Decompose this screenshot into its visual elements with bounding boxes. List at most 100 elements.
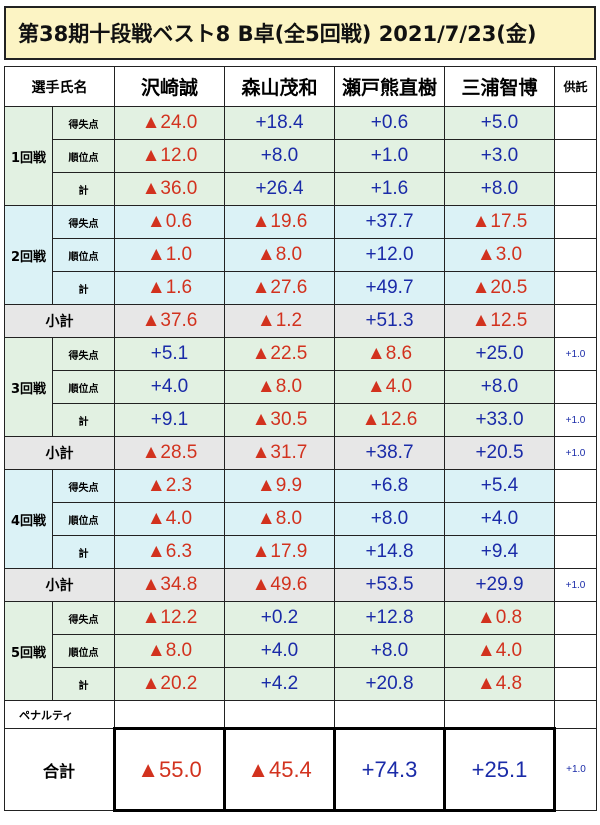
score-cell: +12.0: [334, 238, 445, 272]
score-cell: +25.0: [444, 337, 555, 371]
score-cell: ▲2.3: [114, 469, 225, 503]
score-cell: +4.0: [444, 502, 555, 536]
score-cell: +4.0: [224, 634, 335, 668]
score-cell: ▲8.0: [114, 634, 225, 668]
score-cell: ▲36.0: [114, 172, 225, 206]
round-4-points-row: 4回戦 得失点 ▲2.3 ▲9.9 +6.8 +5.4: [4, 469, 597, 569]
subtotal-label: 小計: [4, 568, 115, 602]
player-name-label: 選手氏名: [4, 66, 115, 107]
grand-total-label: 合計: [4, 728, 115, 811]
item-label: 順位点: [52, 238, 115, 272]
page-title: 第38期十段戦ベスト8 B卓(全5回戦) 2021/7/23(金): [4, 6, 596, 60]
item-label: 順位点: [52, 634, 115, 668]
subtotal-cell: +53.5: [334, 568, 445, 602]
round-2-total-row: 計 ▲1.6 ▲27.6 +49.7 ▲20.5: [5, 271, 597, 305]
score-cell: +5.4: [444, 469, 555, 503]
subtotal-cell: +51.3: [334, 304, 445, 338]
item-label: 順位点: [52, 139, 115, 173]
deposit-cell: [554, 601, 597, 635]
round-label: 4回戦: [4, 469, 53, 569]
score-cell: ▲27.6: [224, 271, 335, 305]
item-label: 計: [52, 271, 115, 305]
score-cell: ▲6.3: [114, 535, 225, 569]
penalty-cell: [444, 700, 555, 729]
score-cell: ▲22.5: [224, 337, 335, 371]
deposit-cell: [554, 238, 597, 272]
item-label: 計: [52, 535, 115, 569]
score-cell: ▲8.6: [334, 337, 445, 371]
header-row: 選手氏名 沢崎誠 森山茂和 瀬戸熊直樹 三浦智博 供託: [4, 66, 597, 107]
round-2-rank-row: 順位点 ▲1.0 ▲8.0 +12.0 ▲3.0: [5, 238, 597, 272]
round-label: 5回戦: [4, 601, 53, 701]
score-cell: +0.6: [334, 106, 445, 140]
score-cell: ▲12.0: [114, 139, 225, 173]
deposit-cell: [554, 634, 597, 668]
round-1-rank-row: 順位点 ▲12.0 +8.0 +1.0 +3.0: [5, 139, 597, 173]
score-cell: ▲4.8: [444, 667, 555, 701]
grand-total-cell: ▲55.0: [113, 727, 226, 812]
grand-total-cell: +74.3: [333, 727, 446, 812]
subtotal-cell: ▲34.8: [114, 568, 225, 602]
score-cell: ▲0.8: [444, 601, 555, 635]
score-cell: +8.0: [334, 634, 445, 668]
grand-total-cell: ▲45.4: [223, 727, 336, 812]
score-cell: +49.7: [334, 271, 445, 305]
round-3-points-row: 3回戦 得失点 +5.1 ▲22.5 ▲8.6 +25.0 +1.0: [4, 337, 597, 437]
deposit-cell: [554, 139, 597, 173]
round-label: 1回戦: [4, 106, 53, 206]
score-cell: ▲4.0: [114, 502, 225, 536]
item-label: 順位点: [52, 502, 115, 536]
deposit-label: 供託: [554, 66, 597, 107]
score-cell: ▲17.9: [224, 535, 335, 569]
score-cell: +5.1: [114, 337, 225, 371]
subtotal-cell: +20.5: [444, 436, 555, 470]
item-label: 得失点: [52, 106, 115, 140]
deposit-cell: +1.0: [554, 728, 597, 811]
score-cell: +4.0: [114, 370, 225, 404]
subtotal-cell: +38.7: [334, 436, 445, 470]
item-label: 計: [52, 403, 115, 437]
score-cell: +5.0: [444, 106, 555, 140]
player-name: 瀬戸熊直樹: [334, 66, 445, 107]
score-cell: ▲19.6: [224, 205, 335, 239]
score-cell: +12.8: [334, 601, 445, 635]
deposit-cell: [554, 667, 597, 701]
score-cell: +18.4: [224, 106, 335, 140]
score-cell: +8.0: [444, 370, 555, 404]
round-1-points-row: 1回戦 得失点 ▲24.0 +18.4 +0.6 +5.0: [4, 106, 597, 206]
score-cell: +26.4: [224, 172, 335, 206]
deposit-cell: +1.0: [554, 403, 597, 437]
grand-total-row: 合計 ▲55.0 ▲45.4 +74.3 +25.1 +1.0: [4, 727, 597, 812]
score-table: 選手氏名 沢崎誠 森山茂和 瀬戸熊直樹 三浦智博 供託 1回戦 得失点 ▲24.0 +…: [4, 66, 597, 812]
score-cell: ▲24.0: [114, 106, 225, 140]
round-3-rank-row: 順位点 +4.0 ▲8.0 ▲4.0 +8.0: [5, 370, 597, 404]
score-cell: +8.0: [334, 502, 445, 536]
round-3-total-row: 計 +9.1 ▲30.5 ▲12.6 +33.0 +1.0: [5, 403, 597, 437]
score-cell: ▲4.0: [334, 370, 445, 404]
score-cell: +8.0: [224, 139, 335, 173]
score-cell: +6.8: [334, 469, 445, 503]
score-cell: +0.2: [224, 601, 335, 635]
player-name: 沢崎誠: [114, 66, 225, 107]
score-cell: +37.7: [334, 205, 445, 239]
round-5-points-row: 5回戦 得失点 ▲12.2 +0.2 +12.8 ▲0.8: [4, 601, 597, 701]
player-name: 三浦智博: [444, 66, 555, 107]
subtotal-cell: +29.9: [444, 568, 555, 602]
deposit-cell: [554, 304, 597, 338]
item-label: 得失点: [52, 337, 115, 371]
subtotal-row: 小計 ▲28.5 ▲31.7 +38.7 +20.5 +1.0: [4, 436, 597, 470]
score-cell: ▲20.2: [114, 667, 225, 701]
round-4-total-row: 計 ▲6.3 ▲17.9 +14.8 +9.4: [5, 535, 597, 569]
subtotal-label: 小計: [4, 436, 115, 470]
score-cell: +1.0: [334, 139, 445, 173]
item-label: 得失点: [52, 205, 115, 239]
item-label: 計: [52, 172, 115, 206]
deposit-cell: [554, 172, 597, 206]
penalty-cell: [334, 700, 445, 729]
deposit-cell: +1.0: [554, 568, 597, 602]
score-cell: +8.0: [444, 172, 555, 206]
score-cell: ▲8.0: [224, 370, 335, 404]
score-cell: ▲1.6: [114, 271, 225, 305]
score-cell: +14.8: [334, 535, 445, 569]
round-label: 3回戦: [4, 337, 53, 437]
